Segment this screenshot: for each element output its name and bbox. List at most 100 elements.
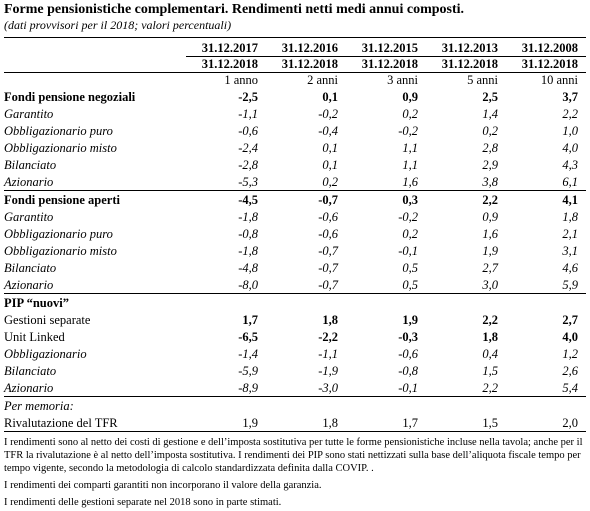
table-row: Fondi pensione aperti -4,5 -0,7 0,3 2,2 4,1 — [4, 190, 586, 208]
cell-value: 1,1 — [402, 140, 418, 155]
cell-value: 1,2 — [562, 346, 578, 361]
cell-value: -5,9 — [238, 363, 258, 378]
row-label: Gestioni separate — [4, 312, 91, 327]
cell-value: -0,7 — [266, 190, 346, 208]
table-row: Garantito -1,8 -0,6 -0,2 0,9 1,8 — [4, 208, 586, 225]
table-row: Azionario -5,3 0,2 1,6 3,8 6,1 — [4, 173, 586, 191]
cell-value: -1,1 — [318, 346, 338, 361]
cell-value: -6,5 — [238, 329, 258, 344]
cell-value: 2,7 — [562, 312, 578, 327]
row-label: Obbligazionario puro — [4, 123, 113, 138]
note: I rendimenti delle gestioni separate nel… — [4, 497, 282, 508]
cell-value: 1,7 — [346, 414, 426, 432]
column-from: 31.12.2016 — [266, 37, 346, 57]
row-label: Azionario — [4, 174, 54, 189]
table-row: Unit Linked -6,5 -2,2 -0,3 1,8 4,0 — [4, 328, 586, 345]
row-label: Bilanciato — [4, 260, 57, 275]
header-row: 31.12.2017 31.12.2016 31.12.2015 31.12.2013… — [4, 37, 586, 57]
cell-value: -0,7 — [318, 260, 338, 275]
column-from: 31.12.2008 — [506, 37, 586, 57]
column-period: 3 anni — [346, 72, 426, 88]
row-label: Obbligazionario — [4, 346, 87, 361]
table-row: Obbligazionario puro -0,8 -0,6 0,2 1,6 2,1 — [4, 225, 586, 242]
row-label: Bilanciato — [4, 363, 57, 378]
cell-value: 0,1 — [322, 157, 338, 172]
cell-value: -2,2 — [318, 329, 338, 344]
cell-value: 1,4 — [482, 106, 498, 121]
header-row: 1 anno 2 anni 3 anni 5 anni 10 anni — [4, 72, 586, 88]
table-row: Azionario -8,9 -3,0 -0,1 2,2 5,4 — [4, 379, 586, 397]
cell-value: 0,9 — [482, 209, 498, 224]
table-row: Bilanciato -5,9 -1,9 -0,8 1,5 2,6 — [4, 362, 586, 379]
note: I rendimenti dei comparti garantiti non … — [4, 480, 322, 491]
cell-value: 4,0 — [562, 140, 578, 155]
cell-value: 2,0 — [506, 414, 586, 432]
cell-value: -1,1 — [238, 106, 258, 121]
cell-value: -2,4 — [238, 140, 258, 155]
row-label: Rivalutazione del TFR — [4, 414, 186, 432]
header-cell — [4, 57, 186, 73]
cell-value: 0,4 — [482, 346, 498, 361]
column-period: 2 anni — [266, 72, 346, 88]
cell-value: -0,6 — [238, 123, 258, 138]
row-label: Bilanciato — [4, 157, 57, 172]
cell-value: -0,2 — [398, 209, 418, 224]
cell-value: 0,1 — [322, 140, 338, 155]
row-label: Garantito — [4, 209, 54, 224]
table-row: Fondi pensione negoziali -2,5 0,1 0,9 2,5 3,7 — [4, 88, 586, 105]
row-label: Garantito — [4, 106, 54, 121]
table-row: Garantito -1,1 -0,2 0,2 1,4 2,2 — [4, 105, 586, 122]
cell-value: 1,5 — [426, 414, 506, 432]
cell-value: 3,7 — [562, 89, 578, 104]
cell-value: 1,9 — [402, 312, 418, 327]
cell-value: -0,7 — [318, 243, 338, 258]
row-label: Fondi pensione aperti — [4, 190, 186, 208]
column-period: 5 anni — [426, 72, 506, 88]
column-from: 31.12.2013 — [426, 37, 506, 57]
cell-value: -8,0 — [238, 277, 258, 292]
header-cell — [4, 37, 186, 57]
cell-value: 5,4 — [562, 380, 578, 395]
column-period: 10 anni — [506, 72, 586, 88]
column-from: 31.12.2017 — [186, 37, 266, 57]
header-cell — [4, 72, 186, 88]
header-row: 31.12.2018 31.12.2018 31.12.2018 31.12.2018… — [4, 56, 586, 73]
table-header: 31.12.2017 31.12.2016 31.12.2015 31.12.2013… — [4, 37, 586, 88]
column-to: 31.12.2018 — [506, 56, 586, 73]
table-row: Bilanciato -2,8 0,1 1,1 2,9 4,3 — [4, 156, 586, 173]
cell-value: 1,7 — [242, 312, 258, 327]
cell-value: -0,7 — [318, 277, 338, 292]
row-label: Obbligazionario puro — [4, 226, 113, 241]
cell-value: 3,0 — [482, 277, 498, 292]
cell-value: 2,6 — [562, 363, 578, 378]
cell-value: 0,1 — [322, 89, 338, 104]
table-row: Obbligazionario puro -0,6 -0,4 -0,2 0,2 1,0 — [4, 122, 586, 139]
cell-value: 4,0 — [562, 329, 578, 344]
cell-value: 1,5 — [482, 363, 498, 378]
cell-value: 0,2 — [322, 174, 338, 189]
cell-value: -0,8 — [238, 226, 258, 241]
cell-value: -0,4 — [318, 123, 338, 138]
group-title-row: PIP “nuovi” — [4, 293, 586, 311]
notes: I rendimenti sono al netto dei costi di … — [4, 436, 586, 509]
cell-value: 1,9 — [186, 414, 266, 432]
cell-value: -0,8 — [398, 363, 418, 378]
cell-value: 1,6 — [482, 226, 498, 241]
cell-value: 2,2 — [562, 106, 578, 121]
cell-value: 2,2 — [482, 312, 498, 327]
cell-value: -0,6 — [398, 346, 418, 361]
group-title: Per memoria: — [4, 396, 586, 414]
column-period: 1 anno — [186, 72, 266, 88]
cell-value: 1,8 — [322, 312, 338, 327]
row-label: Fondi pensione negoziali — [4, 89, 136, 104]
table-row: Azionario -8,0 -0,7 0,5 3,0 5,9 — [4, 276, 586, 294]
cell-value: -1,8 — [238, 209, 258, 224]
table-body: Fondi pensione negoziali -2,5 0,1 0,9 2,5 3,7… — [4, 88, 586, 432]
cell-value: 1,8 — [562, 209, 578, 224]
group-title: PIP “nuovi” — [4, 293, 586, 311]
cell-value: 3,8 — [482, 174, 498, 189]
cell-value: 1,8 — [266, 414, 346, 432]
cell-value: -0,1 — [398, 243, 418, 258]
cell-value: -4,5 — [186, 190, 266, 208]
